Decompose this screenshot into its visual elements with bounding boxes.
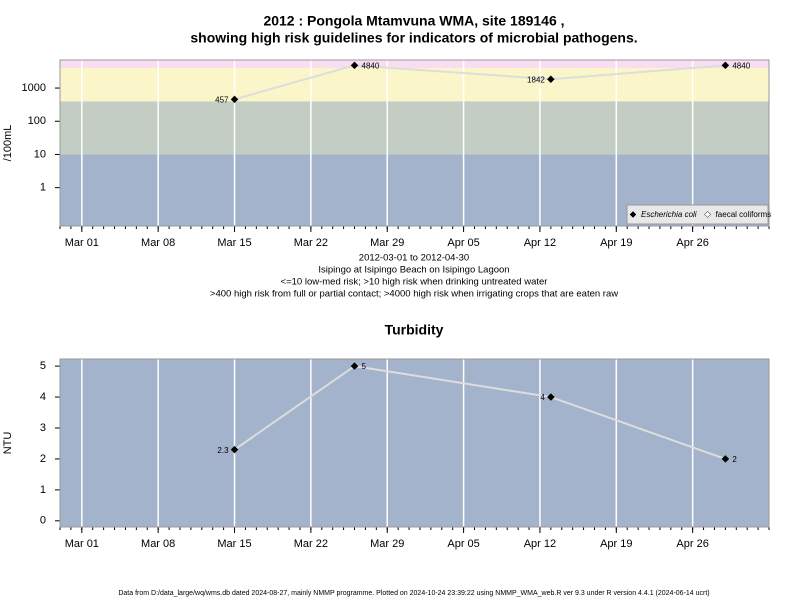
data-label: 1842 xyxy=(527,75,545,84)
y-tick-label: 2 xyxy=(40,453,46,465)
data-line xyxy=(233,365,726,460)
x-tick-label: Apr 12 xyxy=(524,538,556,550)
data-line xyxy=(234,64,726,101)
risk-band xyxy=(60,60,769,69)
data-label: 4840 xyxy=(732,61,750,70)
chart-title: 2012 : Pongola Mtamvuna WMA, site 189146… xyxy=(263,13,564,29)
x-tick-label: Mar 22 xyxy=(294,237,328,249)
legend-label: faecal coliforms xyxy=(716,210,772,219)
risk-band xyxy=(60,101,769,155)
x-tick-label: Mar 29 xyxy=(370,237,404,249)
x-tick-label: Apr 19 xyxy=(600,237,632,249)
plot-frame xyxy=(59,358,770,528)
x-tick-label: Apr 05 xyxy=(447,237,479,249)
data-point xyxy=(350,362,359,370)
legend-marker xyxy=(704,211,711,218)
x-tick-label: Mar 15 xyxy=(217,538,251,550)
y-tick-label: 4 xyxy=(40,391,46,403)
data-point xyxy=(546,393,555,401)
risk-band xyxy=(60,359,769,527)
chart-title: Turbidity xyxy=(385,322,444,338)
plot-frame xyxy=(59,59,770,227)
y-tick-label: 0 xyxy=(40,515,46,527)
legend-box xyxy=(626,204,769,225)
x-tick-label: Apr 12 xyxy=(524,237,556,249)
x-tick-label: Mar 15 xyxy=(217,237,251,249)
x-tick-label: Mar 08 xyxy=(141,237,175,249)
caption: <=10 low-med risk; >10 high risk when dr… xyxy=(281,277,548,288)
caption: >400 high risk from full or partial cont… xyxy=(210,289,618,300)
x-tick-label: Mar 08 xyxy=(141,538,175,550)
data-point xyxy=(230,445,239,454)
x-tick-label: Apr 26 xyxy=(676,237,708,249)
data-point xyxy=(350,61,359,70)
x-tick-label: Mar 01 xyxy=(65,538,99,550)
data-point xyxy=(721,61,730,70)
data-label: 4840 xyxy=(362,61,380,70)
y-tick-label: 1 xyxy=(40,182,46,194)
x-tick-label: Apr 26 xyxy=(676,538,708,550)
x-tick-label: Mar 01 xyxy=(65,237,99,249)
data-label: 2.3 xyxy=(217,446,229,455)
x-tick-label: Mar 22 xyxy=(294,538,328,550)
y-axis-label: /100mL xyxy=(2,125,14,162)
caption: 2012-03-01 to 2012-04-30 xyxy=(359,253,469,264)
data-label: 2 xyxy=(732,455,737,464)
data-point xyxy=(721,455,730,463)
data-label: 4 xyxy=(540,393,545,402)
data-point xyxy=(230,95,239,104)
y-tick-label: 1 xyxy=(40,484,46,496)
legend-label: Escherichia coli xyxy=(641,210,697,219)
chart-title: showing high risk guidelines for indicat… xyxy=(190,30,637,46)
y-tick-label: 3 xyxy=(40,422,46,434)
risk-band xyxy=(60,68,769,102)
y-tick-label: 100 xyxy=(28,115,46,127)
x-tick-label: Apr 19 xyxy=(600,538,632,550)
x-tick-label: Mar 29 xyxy=(370,538,404,550)
data-label: 5 xyxy=(362,362,367,371)
legend-marker xyxy=(629,211,637,218)
y-axis-label: NTU xyxy=(2,432,14,455)
footer: Data from D:/data_large/wq/wms.db dated … xyxy=(118,590,709,597)
y-tick-label: 1000 xyxy=(22,82,46,94)
data-point xyxy=(546,75,555,84)
x-tick-label: Apr 05 xyxy=(447,538,479,550)
y-tick-label: 5 xyxy=(40,360,46,372)
data-label: 457 xyxy=(215,95,229,104)
legend: Escherichia coli faecal coliforms xyxy=(626,204,772,225)
caption: Isipingo at Isipingo Beach on Isipingo L… xyxy=(318,265,509,276)
y-tick-label: 10 xyxy=(34,148,46,160)
